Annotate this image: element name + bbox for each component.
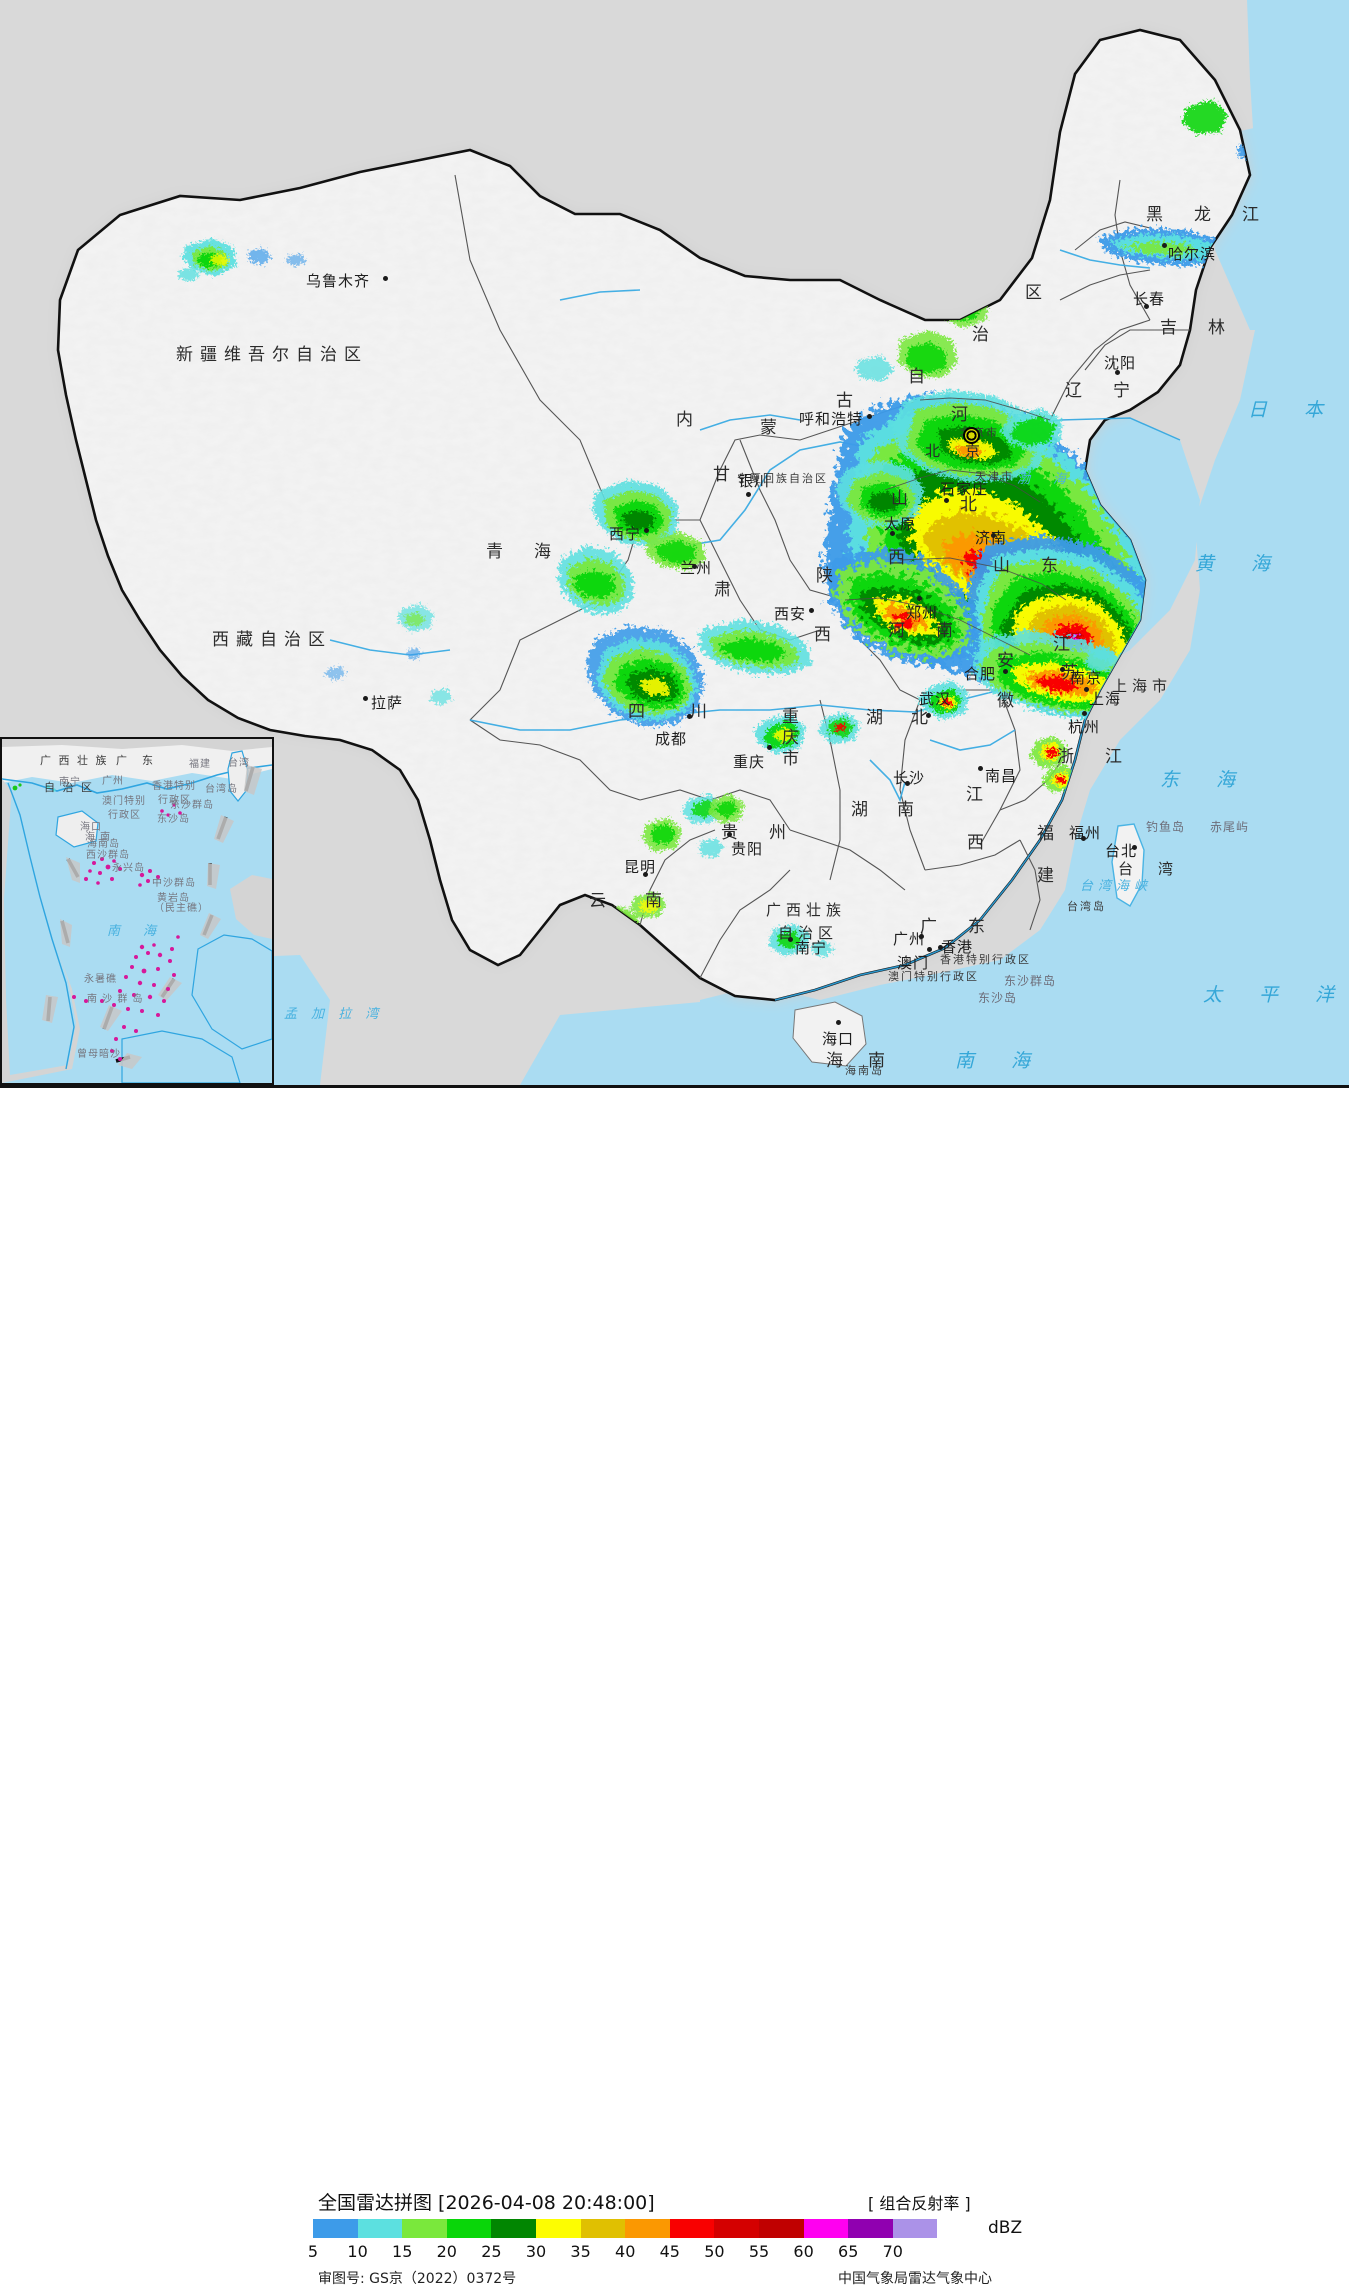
colorbar-segment[interactable] bbox=[491, 2219, 536, 2238]
city-marker-dot[interactable] bbox=[363, 696, 368, 701]
city-marker-dot[interactable] bbox=[644, 528, 649, 533]
city-marker-dot[interactable] bbox=[905, 781, 910, 786]
city-marker-dot[interactable] bbox=[727, 832, 732, 837]
colorbar-tick-label: 65 bbox=[838, 2242, 859, 2261]
colorbar-tick-label: 30 bbox=[525, 2242, 547, 2261]
city-marker-dot[interactable] bbox=[809, 608, 814, 613]
legend-panel: 全国雷达拼图 [2026-04-08 20:48:00] [ 组合反射率 ] d… bbox=[0, 1085, 1349, 2287]
colorbar-tick-label: 60 bbox=[793, 2242, 814, 2261]
city-marker-dot[interactable] bbox=[1060, 667, 1065, 672]
city-marker-dot[interactable] bbox=[867, 414, 872, 419]
colorbar-tick-label: 40 bbox=[615, 2242, 636, 2261]
city-marker-dot[interactable] bbox=[1003, 669, 1008, 674]
city-marker-dot[interactable] bbox=[926, 713, 931, 718]
city-marker-dot[interactable] bbox=[927, 947, 932, 952]
city-marker-dot[interactable] bbox=[767, 745, 772, 750]
colorbar-tick-label: 15 bbox=[392, 2242, 413, 2261]
city-marker-dot[interactable] bbox=[1162, 243, 1167, 248]
china-map-graphic bbox=[0, 0, 1349, 1085]
colorbar-segment[interactable] bbox=[402, 2219, 447, 2238]
inset-graphic bbox=[2, 739, 272, 1083]
city-marker-dot[interactable] bbox=[944, 498, 949, 503]
city-marker-dot[interactable] bbox=[836, 1020, 841, 1025]
colorbar-segment[interactable] bbox=[758, 2219, 804, 2238]
colorbar-segment[interactable] bbox=[357, 2219, 403, 2238]
product-mode-label: [ 组合反射率 ] bbox=[868, 2194, 971, 2213]
echo-tibet bbox=[326, 604, 452, 706]
colorbar-tick-label: 10 bbox=[347, 2242, 368, 2261]
echo-hubei bbox=[818, 680, 968, 744]
echo-shanxi-west bbox=[836, 460, 924, 528]
colorbar-segment[interactable] bbox=[803, 2219, 849, 2238]
city-marker-dot[interactable] bbox=[692, 564, 697, 569]
colorbar-tick-label: 50 bbox=[704, 2242, 725, 2261]
south-china-sea-inset[interactable]: 广 西 壮 族自 治 区广 东台湾 南宁 广州 福建 香港特别 行政区 台湾岛 澳门特别 行政区… bbox=[0, 737, 274, 1085]
issuing-agency: 中国气象局雷达气象中心 bbox=[838, 2271, 992, 2287]
city-marker-dot[interactable] bbox=[978, 766, 983, 771]
city-marker-dot[interactable] bbox=[1144, 304, 1149, 309]
radar-site-icon[interactable] bbox=[963, 427, 980, 444]
city-marker-dot[interactable] bbox=[643, 872, 648, 877]
colorbar-segment[interactable] bbox=[892, 2219, 938, 2238]
approval-number: 审图号: GS京（2022）0372号 bbox=[318, 2271, 517, 2287]
city-marker-dot[interactable] bbox=[687, 714, 692, 719]
city-marker-dot[interactable] bbox=[1082, 711, 1087, 716]
radar-echo-layer bbox=[178, 100, 1250, 994]
colorbar-segment[interactable] bbox=[848, 2219, 893, 2238]
admin-overlay bbox=[844, 397, 1067, 656]
city-marker-dot[interactable] bbox=[1084, 687, 1089, 692]
colorbar-unit-label: dBZ bbox=[988, 2218, 1023, 2238]
colorbar-tick-label: 55 bbox=[748, 2242, 770, 2261]
echo-gansu-qinghai bbox=[592, 480, 706, 570]
echo-guizhou bbox=[700, 794, 744, 858]
echo-xinjiang-north bbox=[178, 238, 306, 282]
colorbar-tick-label: 20 bbox=[436, 2242, 457, 2261]
echo-chongqing bbox=[754, 714, 806, 754]
colorbar-segment[interactable] bbox=[625, 2219, 670, 2238]
city-marker-dot[interactable] bbox=[938, 945, 943, 950]
city-marker-dot[interactable] bbox=[383, 276, 388, 281]
colorbar[interactable] bbox=[313, 2219, 938, 2238]
city-marker-dot[interactable] bbox=[1132, 845, 1137, 850]
colorbar-tick-label: 35 bbox=[570, 2242, 591, 2261]
city-marker-dot[interactable] bbox=[1115, 370, 1120, 375]
city-marker-dot[interactable] bbox=[1081, 836, 1086, 841]
city-marker-dot[interactable] bbox=[746, 492, 751, 497]
colorbar-segment[interactable] bbox=[535, 2219, 581, 2238]
city-marker-dot[interactable] bbox=[890, 531, 895, 536]
city-marker-dot[interactable] bbox=[991, 533, 996, 538]
colorbar-tick-label: 5 bbox=[307, 2242, 319, 2261]
colorbar-segment[interactable] bbox=[313, 2219, 358, 2238]
city-marker-dot[interactable] bbox=[919, 934, 924, 939]
colorbar-tick-label: 70 bbox=[882, 2242, 903, 2261]
colorbar-segment[interactable] bbox=[446, 2219, 492, 2238]
legend-title: 全国雷达拼图 [2026-04-08 20:48:00] bbox=[318, 2192, 655, 2214]
city-marker-dot[interactable] bbox=[917, 596, 922, 601]
colorbar-segment[interactable] bbox=[580, 2219, 626, 2238]
colorbar-segment[interactable] bbox=[714, 2219, 759, 2238]
colorbar-ticks: 5 10 15 20 25 30 35 40 45 50 55 60 65 70 bbox=[0, 2242, 1349, 2264]
colorbar-segment[interactable] bbox=[669, 2219, 715, 2238]
colorbar-tick-label: 25 bbox=[481, 2242, 502, 2261]
echo-henan-shanxi bbox=[828, 548, 980, 666]
echo-sichuan bbox=[558, 546, 812, 726]
city-marker-dot[interactable] bbox=[788, 937, 793, 942]
colorbar-tick-label: 45 bbox=[659, 2242, 680, 2261]
